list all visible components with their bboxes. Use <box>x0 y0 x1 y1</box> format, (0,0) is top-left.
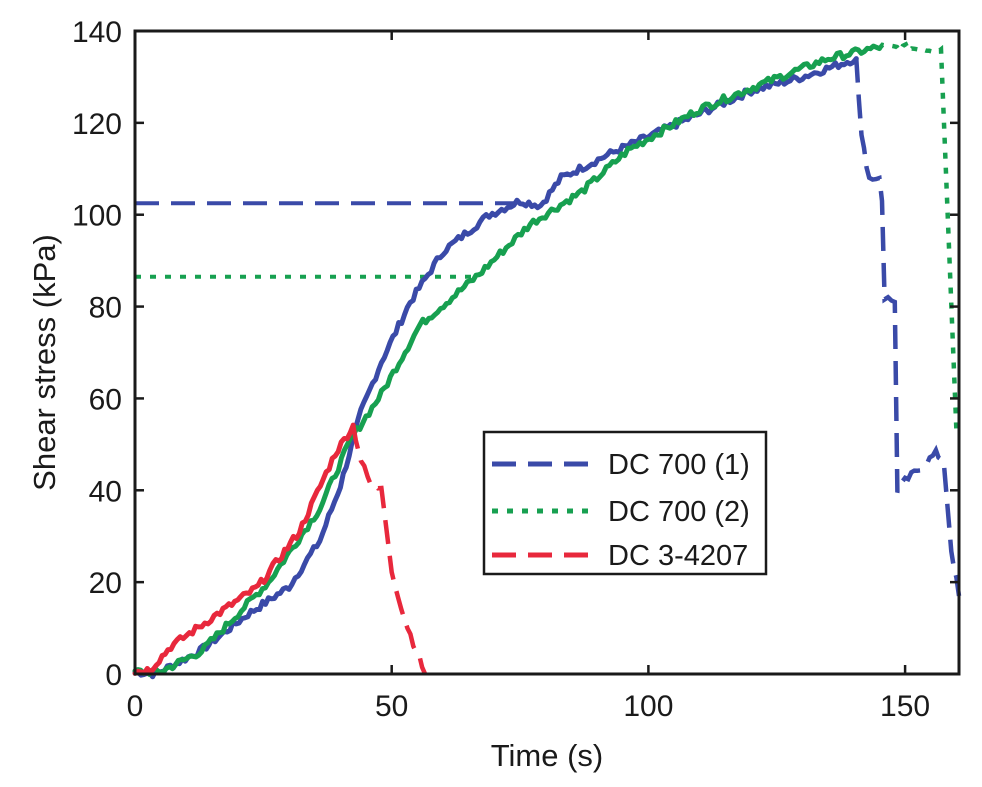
plot-frame <box>133 29 961 676</box>
series-line-2-loading <box>132 422 356 676</box>
y-tick-label: 100 <box>72 200 122 233</box>
y-tick-label: 60 <box>89 383 122 416</box>
series-line-2-failure <box>350 424 428 675</box>
y-tick-label: 0 <box>105 659 122 692</box>
series-group <box>132 41 962 680</box>
y-axis-ticks: 0 20 40 60 80 100 120 140 <box>72 16 959 692</box>
x-tick-label: 100 <box>623 690 673 723</box>
y-tick-label: 140 <box>72 16 122 49</box>
series-line-0-failure <box>854 58 962 597</box>
x-axis-ticks: 0 50 100 150 <box>127 31 930 723</box>
y-tick-label: 80 <box>89 292 122 325</box>
y-axis-label: Shear stress (kPa) <box>27 234 62 491</box>
x-tick-label: 0 <box>127 690 144 723</box>
series-line-1-failure <box>877 41 959 431</box>
legend-box <box>482 430 768 576</box>
x-tick-label: 50 <box>375 690 408 723</box>
y-tick-label: 20 <box>89 567 122 600</box>
peak-reference-lines <box>135 201 515 279</box>
y-tick-label: 120 <box>72 108 122 141</box>
y-tick-label: 40 <box>89 475 122 508</box>
series-line-1-loading <box>132 43 882 677</box>
legend-label-dc700-1: DC 700 (1) <box>608 449 750 481</box>
legend: DC 700 (1) DC 700 (2) DC 3-4207 <box>482 430 768 576</box>
x-tick-label: 150 <box>880 690 930 723</box>
series-line-0-loading <box>132 56 859 680</box>
legend-label-dc3-4207: DC 3-4207 <box>608 540 748 572</box>
legend-label-dc700-2: DC 700 (2) <box>608 496 750 528</box>
x-axis-label: Time (s) <box>491 738 604 773</box>
